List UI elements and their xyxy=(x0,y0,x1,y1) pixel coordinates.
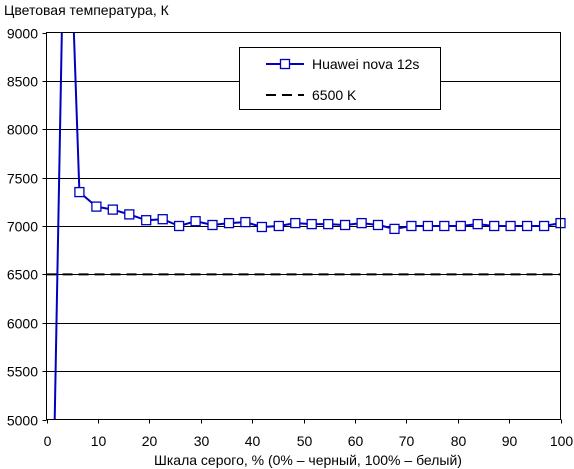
data-point-marker xyxy=(173,220,185,232)
data-point-marker xyxy=(521,220,533,232)
data-point-marker xyxy=(455,220,466,232)
chart-title: Цветовая температура, К xyxy=(4,2,170,18)
data-point-marker xyxy=(107,204,118,215)
y-tick-label: 7500 xyxy=(7,171,38,187)
data-point-marker xyxy=(207,219,218,231)
data-point-marker xyxy=(323,218,334,230)
data-point-marker xyxy=(439,220,450,232)
data-point-marker xyxy=(273,220,284,232)
plot-area xyxy=(46,32,566,420)
y-tick-label: 6500 xyxy=(7,267,38,283)
x-tick-label: 70 xyxy=(399,433,415,449)
data-point-marker xyxy=(505,220,516,232)
data-point-marker xyxy=(124,209,135,220)
y-tick-label: 5500 xyxy=(7,364,38,380)
legend-box xyxy=(239,47,441,110)
y-tick-label: 8000 xyxy=(7,122,38,138)
plot-frame xyxy=(46,32,561,420)
y-axis-ticks: 5000 5500 6000 6500 7000 7500 8000 8500 9000 xyxy=(7,26,47,429)
legend-label-huawei: Huawei nova 12s xyxy=(312,56,419,72)
legend-label-6500k: 6500 K xyxy=(312,87,357,103)
x-tick-label: 20 xyxy=(142,433,158,449)
y-tick-label: 7000 xyxy=(7,219,38,235)
data-point-marker xyxy=(190,216,201,227)
data-point-marker xyxy=(339,219,351,231)
data-point-marker xyxy=(472,218,483,230)
x-tick-label: 30 xyxy=(194,433,210,449)
y-tick-label: 5000 xyxy=(7,413,38,429)
x-axis-label: Шкала серого, % (0% – черный, 100% – бел… xyxy=(154,452,462,468)
y-tick-label: 8500 xyxy=(7,74,38,90)
y-tick-label: 9000 xyxy=(7,26,38,42)
x-tick-label: 80 xyxy=(451,433,467,449)
data-point-marker xyxy=(389,223,400,235)
data-point-marker xyxy=(141,215,152,226)
data-point-marker xyxy=(91,201,102,212)
data-point-marker xyxy=(223,217,235,229)
legend-marker-huawei xyxy=(279,58,291,70)
data-point-marker xyxy=(74,186,85,198)
data-point-marker xyxy=(157,214,168,225)
x-tick-label: 10 xyxy=(91,433,107,449)
legend: Huawei nova 12s 6500 K xyxy=(239,47,441,110)
x-tick-label: 50 xyxy=(297,433,313,449)
y-tick-label: 6000 xyxy=(7,316,38,332)
data-point-marker xyxy=(406,220,417,232)
x-tick-label: 60 xyxy=(348,433,364,449)
data-point-marker xyxy=(372,219,384,231)
x-tick-label: 100 xyxy=(550,433,574,449)
x-tick-label: 90 xyxy=(502,433,518,449)
grid xyxy=(46,81,561,372)
data-point-marker xyxy=(538,220,550,232)
data-point-marker xyxy=(306,218,317,230)
data-point-marker xyxy=(240,216,251,228)
x-tick-label: 0 xyxy=(44,433,52,449)
data-point-marker xyxy=(356,217,367,229)
x-tick-label: 40 xyxy=(245,433,261,449)
data-point-marker xyxy=(422,220,434,232)
x-axis-ticks: 0 10 20 30 40 50 60 70 80 90 100 xyxy=(44,419,574,449)
data-point-marker xyxy=(489,220,500,232)
data-point-marker xyxy=(290,217,301,229)
data-point-marker xyxy=(256,221,268,233)
